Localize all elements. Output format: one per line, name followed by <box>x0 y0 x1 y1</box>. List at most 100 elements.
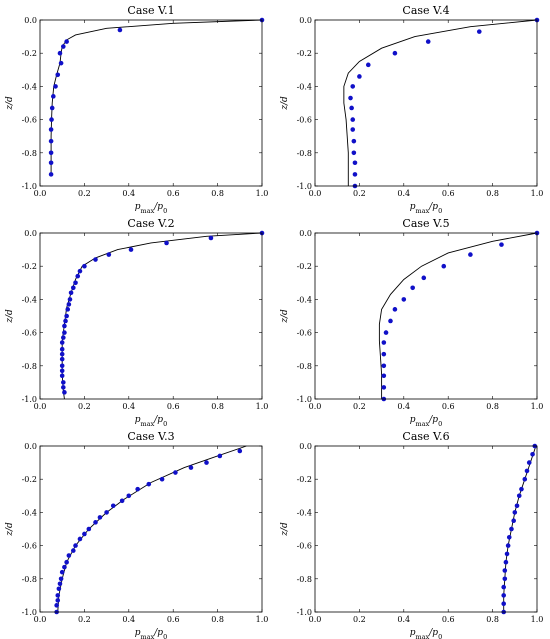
data-point <box>93 520 98 525</box>
data-point <box>48 127 54 132</box>
x-tick-label: 0.0 <box>34 189 47 198</box>
data-point <box>468 252 473 257</box>
data-point <box>511 518 516 523</box>
x-tick-label: 0.2 <box>353 615 366 624</box>
y-tick-label: 0.0 <box>24 229 37 238</box>
data-point <box>204 460 209 465</box>
data-point <box>365 62 371 68</box>
x-tick-label: 1.0 <box>531 402 544 411</box>
x-tick-label: 1.0 <box>256 402 269 411</box>
data-point <box>48 150 54 156</box>
y-tick-label: -1.0 <box>22 608 37 617</box>
data-point <box>505 543 511 548</box>
data-point <box>401 297 407 302</box>
data-point <box>208 235 214 241</box>
data-point <box>61 335 66 340</box>
data-point <box>64 39 69 44</box>
data-point <box>66 302 72 307</box>
y-tick-label: 0.0 <box>24 442 37 451</box>
data-point <box>55 598 61 603</box>
data-point <box>73 280 78 286</box>
data-point <box>68 290 74 296</box>
x-tick-label: 1.0 <box>531 189 544 198</box>
data-point <box>56 586 62 592</box>
y-tick-label: -1.0 <box>22 182 37 191</box>
y-axis-label: z/d <box>280 522 290 537</box>
x-tick-label: 0.2 <box>78 402 91 411</box>
data-point <box>59 356 65 362</box>
data-point <box>59 569 65 575</box>
plot-frame <box>314 232 538 400</box>
data-point <box>63 318 68 324</box>
chart-title: Case V.1 <box>127 4 174 17</box>
x-tick-label: 0.6 <box>442 189 455 198</box>
x-tick-label: 0.8 <box>486 402 499 411</box>
plot-frame <box>39 445 263 613</box>
x-tick-label: 0.8 <box>211 615 224 624</box>
panel-case-v4: Case V.4 0.0 0.2 0.4 0.6 0.8 1.0 0.0 -0.2 -0.4 -0.… <box>275 0 550 215</box>
y-tick-label: -1.0 <box>297 395 312 404</box>
data-point <box>59 351 65 357</box>
data-point <box>59 340 65 345</box>
data-point <box>58 60 64 66</box>
plot-frame <box>39 19 263 187</box>
plot-frame <box>314 19 538 187</box>
x-axis-label: pmax/p0 <box>135 628 167 639</box>
y-tick-label: -0.4 <box>22 82 37 91</box>
x-tick-label: 0.8 <box>486 189 499 198</box>
data-point <box>506 535 512 540</box>
plot-frame <box>39 232 263 400</box>
data-point <box>502 576 508 582</box>
model-curve <box>343 19 538 186</box>
data-point <box>48 172 54 177</box>
x-tick-label: 1.0 <box>531 615 544 624</box>
data-point <box>509 526 514 532</box>
data-point <box>351 150 357 156</box>
chart-case-v5: Case V.5 0.0 0.2 0.4 0.6 0.8 1.0 0.0 -0.2 -0.4 -0.… <box>280 217 544 428</box>
y-tick-label: -0.6 <box>22 116 37 125</box>
data-point <box>61 44 66 49</box>
chart-case-v6: Case V.6 0.0 0.2 0.4 0.6 0.8 1.0 0.0 -0.2 -0.4 -0.… <box>280 430 544 639</box>
x-tick-label: 0.2 <box>353 402 366 411</box>
data-point <box>71 285 76 291</box>
chart-title: Case V.6 <box>402 430 449 443</box>
chart-title: Case V.2 <box>127 217 174 230</box>
x-tick-label: 0.2 <box>78 615 91 624</box>
y-tick-label: -0.8 <box>297 149 312 158</box>
y-tick-label: -0.4 <box>297 508 312 517</box>
y-tick-label: -1.0 <box>297 608 312 617</box>
y-tick-label: 0.0 <box>299 16 312 25</box>
data-point <box>97 515 103 520</box>
data-point <box>55 593 61 598</box>
y-tick-label: -0.2 <box>22 49 37 58</box>
data-point <box>48 160 54 166</box>
data-point <box>501 584 506 590</box>
x-tick-label: 0.8 <box>211 189 224 198</box>
data-point <box>117 27 123 33</box>
data-point <box>352 172 358 177</box>
data-point <box>59 368 65 374</box>
x-axis-label: pmax/p0 <box>410 628 442 639</box>
data-point <box>135 486 140 492</box>
y-axis-label: z/d <box>280 96 290 111</box>
data-point <box>410 285 415 291</box>
y-tick-label: -0.2 <box>297 49 312 58</box>
data-point <box>381 373 387 379</box>
data-point <box>58 576 64 582</box>
x-tick-label: 0.6 <box>167 189 180 198</box>
x-tick-label: 0.8 <box>211 402 224 411</box>
data-point <box>530 452 535 457</box>
x-tick-label: 0.2 <box>78 189 91 198</box>
data-point <box>519 486 524 492</box>
data-point <box>82 531 87 537</box>
x-tick-label: 0.6 <box>442 615 455 624</box>
x-tick-label: 0.6 <box>167 402 180 411</box>
y-tick-label: -0.6 <box>22 329 37 338</box>
data-point <box>75 273 81 279</box>
data-point <box>57 581 63 587</box>
data-point <box>350 117 356 122</box>
data-point <box>501 593 506 598</box>
data-point <box>476 29 482 34</box>
data-point <box>59 373 65 379</box>
data-point <box>53 84 58 89</box>
